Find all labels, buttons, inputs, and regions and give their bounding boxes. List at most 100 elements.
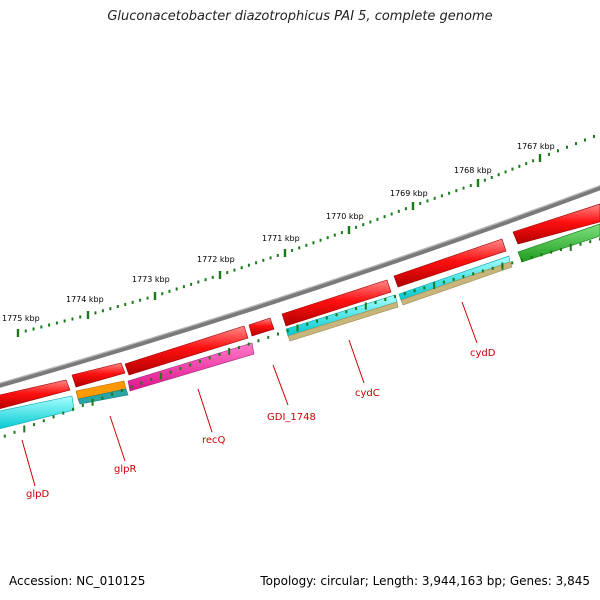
scale-minor-tick bbox=[355, 225, 358, 229]
cydc-tan bbox=[287, 301, 399, 342]
scale-minor-tick bbox=[94, 311, 97, 315]
gene-label-cydd: cydD bbox=[470, 348, 496, 359]
lower-minor-tick bbox=[72, 407, 75, 411]
scale-label: 1767 kbp bbox=[517, 142, 555, 151]
cds-forward-track bbox=[0, 203, 600, 409]
scale-minor-tick bbox=[146, 296, 149, 300]
gene-labels: glpD glpR recQ GDI_1748 cydC cydD bbox=[21, 301, 496, 500]
lower-minor-tick bbox=[316, 319, 319, 323]
gene-leader-line bbox=[272, 364, 289, 406]
cds-forward-arrow bbox=[124, 325, 249, 376]
scale-minor-tick bbox=[557, 149, 559, 153]
scale-ticks bbox=[16, 134, 595, 337]
topology-text: Topology: circular; Length: 3,944,163 bp… bbox=[260, 574, 590, 588]
scale-minor-tick bbox=[483, 178, 486, 182]
lower-major-tick bbox=[433, 282, 436, 290]
lower-major-tick bbox=[159, 372, 162, 380]
gene-label-recq: recQ bbox=[202, 435, 226, 446]
lower-minor-tick bbox=[140, 381, 143, 385]
scale-major-tick bbox=[153, 292, 157, 300]
scale-minor-tick bbox=[55, 321, 58, 325]
lower-minor-tick bbox=[130, 385, 133, 389]
lower-minor-tick bbox=[481, 269, 484, 273]
cds-forward-arrow bbox=[0, 379, 71, 409]
scale-label: 1772 kbp bbox=[197, 255, 235, 264]
scale-label: 1770 kbp bbox=[326, 212, 364, 221]
scale-label: 1769 kbp bbox=[390, 189, 428, 198]
lower-major-tick bbox=[296, 324, 299, 332]
scale-minor-tick bbox=[490, 175, 493, 179]
scale-label: 1773 kbp bbox=[132, 275, 170, 284]
scale-minor-tick bbox=[376, 217, 379, 221]
scale-minor-tick bbox=[326, 236, 329, 240]
lower-minor-tick bbox=[394, 295, 397, 299]
lower-major-tick bbox=[569, 243, 572, 251]
scale-minor-tick bbox=[426, 199, 429, 203]
scale-minor-tick bbox=[383, 215, 386, 219]
lower-minor-tick bbox=[403, 292, 406, 296]
lower-minor-tick bbox=[3, 434, 6, 438]
cds-forward-arrow bbox=[248, 317, 275, 337]
scale-major-tick bbox=[538, 154, 542, 162]
scale-minor-tick bbox=[455, 189, 458, 193]
scale-minor-tick bbox=[79, 315, 82, 319]
scale-minor-tick bbox=[211, 275, 214, 279]
lower-major-tick bbox=[364, 302, 367, 310]
lower-minor-tick bbox=[579, 242, 582, 246]
scale-minor-tick bbox=[532, 159, 535, 163]
scale-minor-tick bbox=[511, 167, 514, 171]
lower-minor-tick bbox=[81, 404, 84, 408]
scale-minor-tick bbox=[63, 319, 66, 323]
lower-minor-tick bbox=[267, 335, 270, 339]
gene-leader-line bbox=[109, 415, 126, 462]
lower-minor-tick bbox=[276, 332, 279, 336]
scale-minor-tick bbox=[319, 238, 322, 242]
scale-minor-tick bbox=[291, 248, 294, 252]
lower-minor-tick bbox=[345, 310, 348, 314]
scale-major-tick bbox=[411, 202, 415, 210]
recq-magenta bbox=[127, 342, 255, 392]
lower-minor-tick bbox=[33, 423, 36, 427]
cds-forward-arrow bbox=[281, 279, 392, 327]
lower-minor-tick bbox=[325, 316, 328, 320]
lower-minor-tick bbox=[559, 248, 562, 252]
scale-minor-tick bbox=[269, 256, 272, 260]
gene-leader-line bbox=[197, 388, 213, 433]
lower-minor-tick bbox=[530, 256, 533, 260]
gene-label-glpr: glpR bbox=[114, 464, 136, 475]
lower-minor-tick bbox=[101, 396, 104, 400]
lower-minor-tick bbox=[120, 389, 123, 393]
scale-minor-tick bbox=[40, 325, 43, 329]
lower-minor-tick bbox=[442, 280, 445, 284]
scale-minor-tick bbox=[525, 162, 528, 166]
scale-minor-tick bbox=[298, 246, 301, 250]
scale-minor-tick bbox=[312, 241, 315, 245]
scale-minor-tick bbox=[448, 191, 451, 195]
scale-minor-tick bbox=[548, 152, 550, 156]
scale-minor-tick bbox=[276, 253, 279, 257]
scale-major-tick bbox=[476, 179, 480, 187]
lower-minor-tick bbox=[286, 329, 289, 333]
cds-forward-arrow bbox=[71, 362, 126, 388]
scale-minor-tick bbox=[369, 220, 372, 224]
scale-minor-tick bbox=[24, 329, 27, 333]
scale-minor-tick bbox=[240, 266, 243, 270]
scale-minor-tick bbox=[397, 209, 400, 213]
scale-major-tick bbox=[283, 249, 287, 257]
lower-minor-tick bbox=[384, 298, 387, 302]
scale-label: 1775 kbp bbox=[2, 314, 40, 323]
lower-minor-tick bbox=[13, 430, 16, 434]
scale-minor-tick bbox=[362, 223, 365, 227]
scale-minor-tick bbox=[226, 271, 229, 275]
lower-minor-tick bbox=[306, 322, 309, 326]
lower-minor-tick bbox=[511, 261, 514, 265]
gene-leader-line bbox=[348, 339, 365, 384]
lower-minor-tick bbox=[179, 367, 182, 371]
scale-minor-tick bbox=[116, 305, 119, 309]
scale-major-tick bbox=[347, 226, 351, 234]
scale-major-tick bbox=[218, 271, 222, 279]
lower-major-tick bbox=[91, 398, 94, 406]
lower-minor-tick bbox=[208, 356, 211, 360]
scale-minor-tick bbox=[566, 145, 568, 149]
